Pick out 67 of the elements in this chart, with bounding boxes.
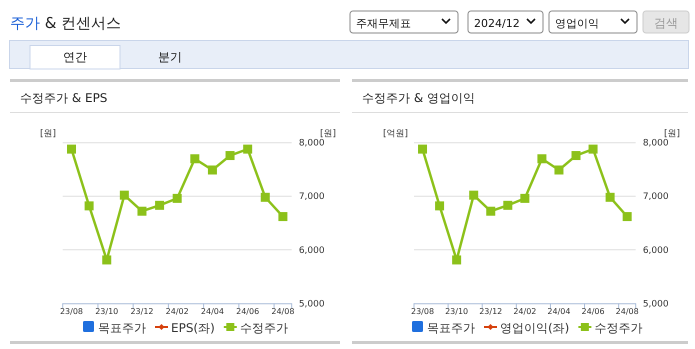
point <box>260 192 270 202</box>
legend-label: 수정주가 <box>240 321 288 335</box>
point <box>137 206 146 216</box>
y2-tick-label: 5,000 <box>642 299 669 310</box>
x-tick-label: 24/08 <box>616 307 639 316</box>
point <box>102 255 112 264</box>
y2-axis-title: [원] <box>664 129 680 139</box>
x-tick-label: 23/12 <box>130 307 154 316</box>
text: 주재무제표 <box>356 17 411 30</box>
point <box>435 201 444 210</box>
x-tick-label: 23/12 <box>479 307 502 316</box>
point <box>190 154 200 164</box>
x-tick-label: 24/06 <box>582 307 605 316</box>
text: 2024/12 <box>474 17 520 30</box>
text: 분기 <box>158 50 182 64</box>
point <box>452 255 462 264</box>
y2-tick-label: 8,000 <box>642 138 669 149</box>
y2-tick-label: 7,000 <box>298 192 325 202</box>
y2-tick-label: 5,000 <box>298 299 325 310</box>
point <box>208 166 217 174</box>
point <box>622 212 632 222</box>
legend-label: 목표주가 <box>427 321 475 335</box>
point <box>278 212 288 222</box>
point <box>243 144 252 154</box>
y-axis-title: [억원] <box>383 129 408 139</box>
x-tick-label: 23/10 <box>445 307 468 316</box>
y2-tick-label: 8,000 <box>298 138 325 149</box>
legend-label: 목표주가 <box>98 321 146 335</box>
x-tick-label: 24/04 <box>547 307 570 316</box>
text: 검색 <box>654 16 678 30</box>
point <box>418 144 428 154</box>
point <box>155 200 164 210</box>
x-tick-label: 24/08 <box>271 307 294 316</box>
chart-title: 수정주가 & 영업이익 <box>362 91 475 105</box>
x-tick-label: 24/04 <box>200 307 224 316</box>
point <box>554 166 564 174</box>
legend-label: 수정주가 <box>594 321 642 335</box>
point <box>84 201 94 210</box>
point <box>588 144 598 154</box>
y2-tick-label: 6,000 <box>298 246 325 256</box>
text: 연간 <box>63 50 87 64</box>
x-tick-label: 24/02 <box>513 307 536 316</box>
text: 주가 & 컨센서스 <box>10 14 122 32</box>
point <box>572 151 581 160</box>
point <box>520 194 530 203</box>
text: 영업이익 <box>555 17 599 30</box>
point <box>606 192 615 202</box>
y2-tick-label: 6,000 <box>642 246 669 256</box>
point <box>67 144 76 154</box>
x-tick-label: 23/08 <box>410 307 434 316</box>
x-tick-label: 23/08 <box>60 307 84 316</box>
y2-axis-title: [원] <box>320 129 336 139</box>
point <box>120 190 129 200</box>
x-tick-label: 24/02 <box>166 307 189 316</box>
chart-title: 수정주가 & EPS <box>20 91 108 105</box>
legend-label: 영업이익(좌) <box>500 321 570 335</box>
point <box>172 194 182 203</box>
point <box>226 151 235 160</box>
y-axis-title: [원] <box>40 129 56 139</box>
x-tick-label: 24/06 <box>236 307 260 316</box>
point <box>486 206 496 216</box>
point <box>503 200 512 210</box>
legend-label: EPS(좌) <box>171 321 215 335</box>
point <box>469 190 478 200</box>
point <box>537 154 546 164</box>
x-tick-label: 23/10 <box>95 307 118 316</box>
y2-tick-label: 7,000 <box>642 192 669 202</box>
